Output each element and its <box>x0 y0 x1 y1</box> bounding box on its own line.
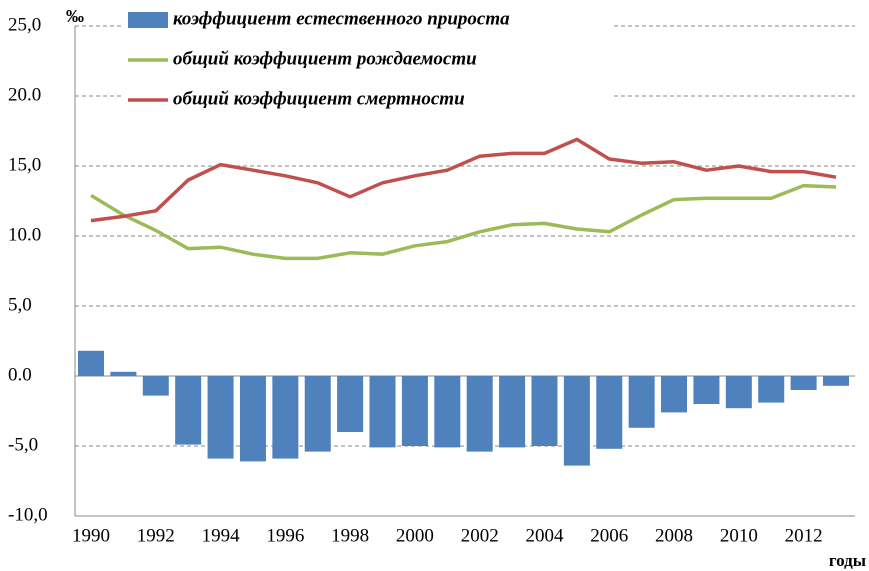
y-tick-label: -5,0 <box>8 434 38 455</box>
x-tick-label: 2008 <box>655 525 693 546</box>
y-tick-label: 10.0 <box>8 224 41 245</box>
bar <box>466 376 493 452</box>
x-tick-label: 2000 <box>396 525 434 546</box>
x-tick-label: 1990 <box>72 525 110 546</box>
x-tick-label: 2012 <box>785 525 823 546</box>
y-tick-label: -10,0 <box>8 504 48 525</box>
line <box>90 183 837 261</box>
y-tick-label: 15,0 <box>8 154 41 175</box>
x-tick-label: 1998 <box>331 525 369 546</box>
bar <box>434 376 461 448</box>
legend-label: коэффициент естественного прироста <box>173 8 510 29</box>
bar <box>628 376 655 428</box>
y-tick-label: 0.0 <box>8 364 32 385</box>
bar <box>693 376 720 404</box>
bar <box>790 376 817 390</box>
y-tick-label: 5,0 <box>8 294 32 315</box>
bar <box>823 376 849 386</box>
bar <box>110 371 137 376</box>
bar <box>563 376 590 466</box>
bar <box>758 376 785 403</box>
legend-label: общий коэффициент смертности <box>173 88 465 109</box>
x-tick-label: 2006 <box>590 525 628 546</box>
y-tick-label: 20.0 <box>8 84 41 105</box>
x-tick-label: 2010 <box>720 525 758 546</box>
x-axis-label: годы <box>829 551 866 570</box>
x-tick-label: 2002 <box>461 525 499 546</box>
x-tick-label: 1994 <box>202 525 241 546</box>
bar <box>337 376 364 432</box>
bar <box>142 376 169 396</box>
bar <box>78 350 104 376</box>
x-tick-label: 2004 <box>525 525 564 546</box>
legend-marker <box>128 12 168 28</box>
bar <box>725 376 752 409</box>
bar <box>239 376 266 462</box>
unit-label: ‰ <box>66 6 84 26</box>
bar <box>369 376 396 448</box>
bar <box>596 376 623 449</box>
bar <box>207 376 234 459</box>
bar <box>661 376 688 413</box>
bar <box>175 376 202 445</box>
legend-background <box>122 6 612 116</box>
bar <box>304 376 331 452</box>
y-tick-label: 25,0 <box>8 14 41 35</box>
bar <box>272 376 299 459</box>
legend-label: общий коэффициент рождаемости <box>173 48 477 69</box>
x-tick-label: 1996 <box>266 525 304 546</box>
line <box>90 137 837 223</box>
x-tick-label: 1992 <box>137 525 175 546</box>
bar <box>531 376 558 446</box>
bar <box>401 376 428 446</box>
bar <box>499 376 526 448</box>
